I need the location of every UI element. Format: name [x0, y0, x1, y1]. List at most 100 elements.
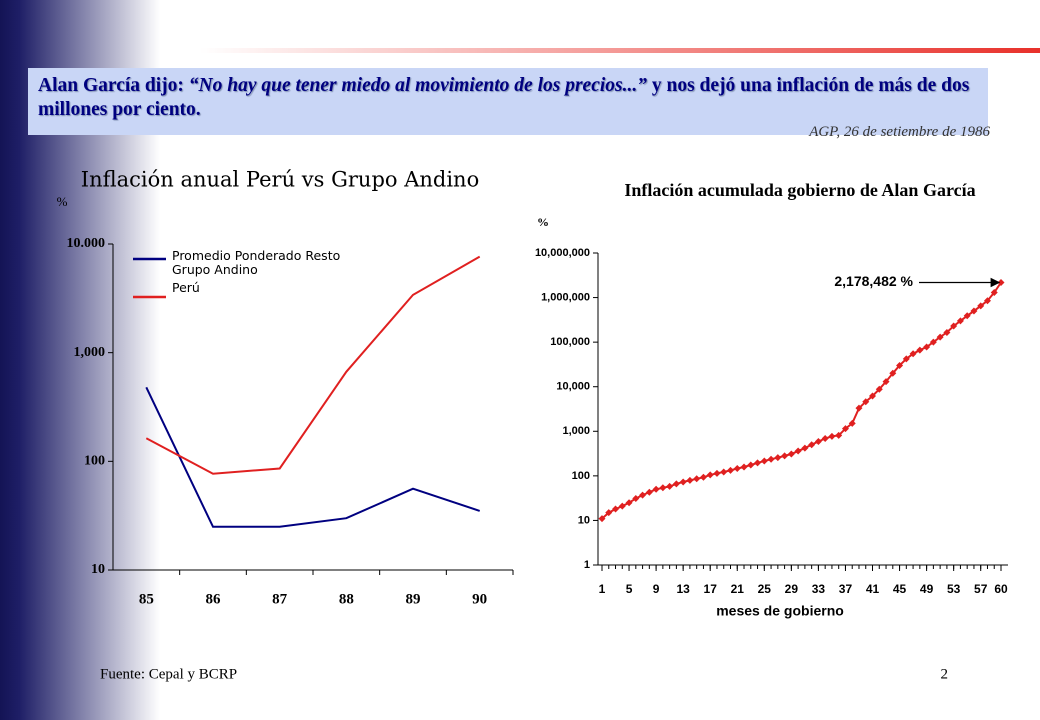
x-tick-label: 45	[893, 582, 907, 596]
x-tick-label: 17	[704, 582, 718, 596]
y-tick-label: 10	[91, 562, 105, 577]
y-tick-label: 10,000	[556, 381, 590, 393]
x-axis-label: meses de gobierno	[716, 603, 844, 619]
point-marker	[923, 343, 931, 351]
headline-rest: y nos dejó una inflación de más de dos m…	[38, 75, 970, 120]
point-marker	[882, 378, 890, 386]
point-marker	[632, 495, 640, 503]
point-marker	[672, 480, 680, 488]
y-tick-label: 100	[572, 470, 590, 482]
point-marker	[889, 369, 897, 377]
point-marker	[875, 385, 883, 393]
y-tick-label: 1,000	[562, 425, 590, 437]
point-marker	[639, 491, 647, 499]
series-line	[145, 386, 481, 528]
point-marker	[645, 488, 653, 496]
top-rule	[200, 48, 1040, 53]
x-tick-label: 60	[994, 582, 1008, 596]
point-marker	[659, 484, 667, 492]
x-tick-label: 90	[472, 591, 487, 607]
y-tick-label: 1,000	[74, 345, 106, 360]
x-tick-label: 25	[758, 582, 772, 596]
point-marker	[625, 499, 633, 507]
y-axis-label: %	[57, 194, 68, 209]
point-marker	[754, 459, 762, 467]
x-tick-label: 85	[139, 591, 154, 607]
point-marker	[693, 475, 701, 483]
point-marker	[733, 465, 741, 473]
point-marker	[956, 317, 964, 325]
page-number: 2	[941, 666, 949, 682]
point-marker	[943, 328, 951, 336]
point-marker	[686, 476, 694, 484]
point-marker	[747, 461, 755, 469]
point-marker	[706, 471, 714, 479]
point-marker	[740, 463, 748, 471]
point-marker	[848, 419, 856, 427]
point-marker	[612, 505, 620, 513]
point-marker	[726, 466, 734, 474]
point-marker	[977, 302, 985, 310]
x-tick-label: 88	[339, 591, 354, 607]
x-tick-label: 37	[839, 582, 853, 596]
chart-title: Inflación anual Perú vs Grupo Andino	[81, 168, 479, 192]
x-tick-label: 86	[206, 591, 222, 607]
point-marker	[774, 454, 782, 462]
x-tick-label: 1	[599, 582, 606, 596]
x-tick-label: 89	[406, 591, 421, 607]
y-tick-label: 100	[84, 454, 105, 469]
point-marker	[808, 441, 816, 449]
point-marker	[828, 432, 836, 440]
x-tick-label: 13	[676, 582, 690, 596]
point-marker	[902, 355, 910, 363]
x-tick-label: 29	[785, 582, 799, 596]
point-marker	[950, 322, 958, 330]
point-marker	[720, 468, 728, 476]
x-tick-label: 5	[626, 582, 633, 596]
point-marker	[916, 346, 924, 354]
series-line	[601, 281, 1002, 520]
point-marker	[821, 434, 829, 442]
x-tick-label: 41	[866, 582, 880, 596]
point-marker	[699, 473, 707, 481]
point-marker	[760, 457, 768, 465]
x-tick-label: 57	[974, 582, 988, 596]
point-marker	[794, 447, 802, 455]
point-marker	[767, 455, 775, 463]
point-marker	[963, 312, 971, 320]
y-tick-label: 10,000,000	[535, 247, 590, 259]
annotation-text: 2,178,482 %	[834, 273, 913, 289]
point-marker	[841, 425, 849, 433]
y-tick-label: 10	[578, 514, 590, 526]
x-tick-label: 53	[947, 582, 961, 596]
point-marker	[618, 502, 626, 510]
legend-entry: Promedio Ponderado Resto Grupo Andino	[172, 248, 341, 277]
point-marker	[983, 297, 991, 305]
series-line	[145, 255, 481, 475]
point-marker	[896, 361, 904, 369]
footer-source: Fuente: Cepal y BCRP	[100, 666, 237, 682]
y-tick-label: 1,000,000	[541, 291, 590, 303]
point-marker	[814, 437, 822, 445]
point-marker	[781, 452, 789, 460]
point-marker	[869, 392, 877, 400]
point-marker	[598, 515, 606, 523]
x-tick-label: 9	[653, 582, 660, 596]
chart-title: Inflación acumulada gobierno de Alan Gar…	[624, 180, 975, 200]
point-marker	[929, 338, 937, 346]
point-marker	[862, 398, 870, 406]
quote-source: AGP, 26 de setiembre de 1986	[809, 124, 990, 140]
point-marker	[936, 333, 944, 341]
point-marker	[713, 469, 721, 477]
point-marker	[801, 444, 809, 452]
legend: Promedio Ponderado Resto Grupo Andino Per…	[172, 249, 362, 299]
x-tick-label: 87	[272, 591, 288, 607]
x-tick-label: 49	[920, 582, 934, 596]
point-marker	[990, 288, 998, 296]
x-tick-label: 21	[731, 582, 745, 596]
point-marker	[679, 478, 687, 486]
headline: Alan García dijo: “No hay que tener mied…	[28, 68, 988, 135]
y-axis-label: %	[537, 215, 549, 229]
y-tick-label: 10.000	[67, 236, 106, 251]
